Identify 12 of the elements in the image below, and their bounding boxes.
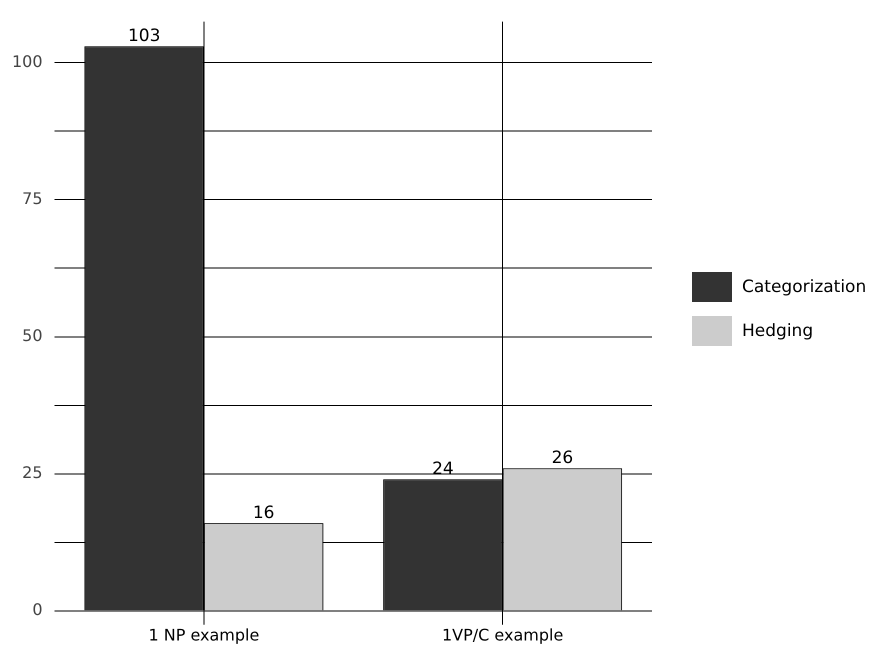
y-tick-label: 100	[12, 52, 43, 71]
y-tick-label: 0	[32, 600, 43, 619]
data-label: 103	[128, 26, 160, 46]
legend-label: Categorization	[742, 277, 866, 297]
y-tick-label: 75	[22, 188, 43, 208]
legend-label: Hedging	[742, 321, 814, 341]
y-tick-label: 25	[22, 462, 43, 482]
x-tick-label: 1 NP example	[148, 626, 260, 645]
x-tick-label: 1VP/C example	[442, 626, 564, 645]
y-tick-label: 50	[22, 326, 43, 345]
data-label: 16	[252, 503, 274, 524]
data-label: 26	[552, 448, 574, 468]
